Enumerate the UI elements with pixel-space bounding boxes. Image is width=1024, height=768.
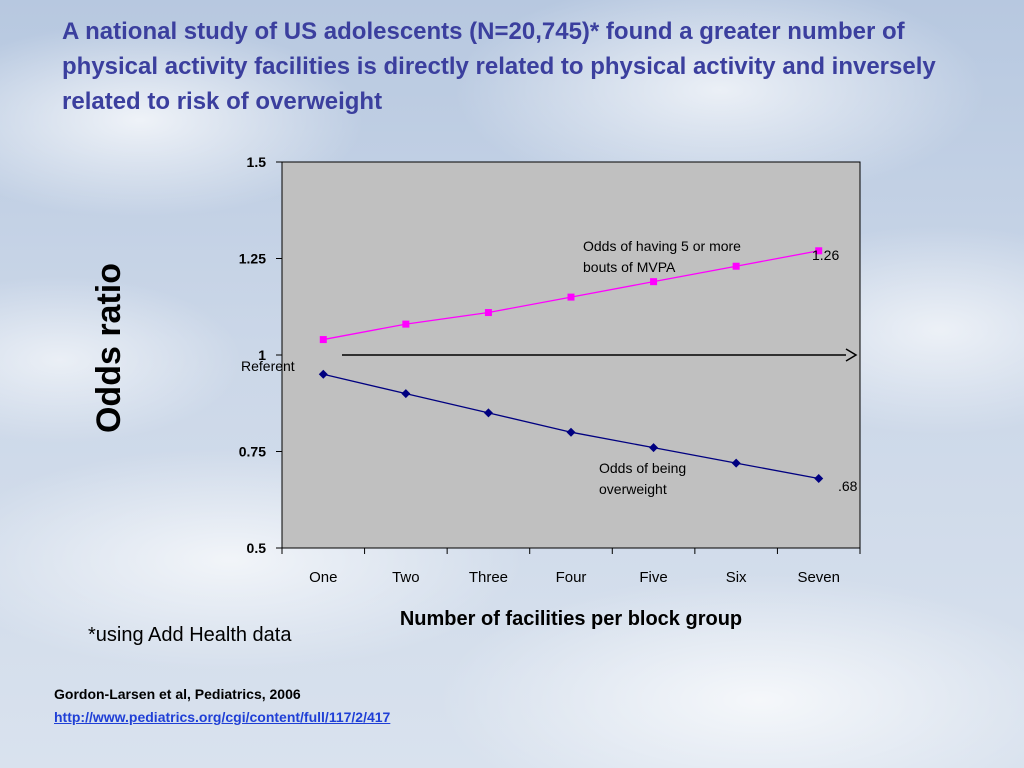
mvpa-series-label: Odds of having 5 or more	[583, 238, 741, 254]
citation: Gordon-Larsen et al, Pediatrics, 2006	[54, 686, 301, 702]
overweight-end-value-label: .68	[838, 478, 858, 494]
mvpa-series-point	[319, 336, 327, 344]
overweight-series-point	[483, 408, 493, 418]
mvpa-series-point	[815, 247, 823, 255]
y-tick-label: 1.25	[239, 251, 266, 267]
source-link[interactable]: http://www.pediatrics.org/cgi/content/fu…	[54, 709, 391, 725]
x-tick-label: Two	[392, 569, 420, 586]
overweight-series-point	[318, 369, 328, 379]
x-tick-label: One	[309, 569, 337, 586]
mvpa-end-value-label: 1.26	[812, 247, 839, 263]
x-tick-label: Six	[726, 569, 747, 586]
overweight-series-point	[566, 427, 576, 437]
x-axis-label: Number of facilities per block group	[400, 608, 742, 630]
mvpa-series-label: bouts of MVPA	[583, 259, 676, 275]
mvpa-series-point	[732, 262, 740, 270]
y-tick-label: 1	[258, 347, 266, 363]
mvpa-series-point	[567, 293, 575, 301]
overweight-series-label: overweight	[599, 481, 667, 497]
footnote: *using Add Health data	[88, 624, 292, 646]
y-tick-label: 0.75	[239, 444, 266, 460]
slide-title: A national study of US adolescents (N=20…	[62, 18, 936, 115]
overweight-series-point	[401, 389, 411, 399]
mvpa-series-point	[402, 320, 410, 328]
x-tick-label: Four	[556, 569, 587, 586]
y-tick-label: 1.5	[247, 154, 267, 170]
x-tick-label: Five	[639, 569, 667, 586]
y-tick-label: 0.5	[247, 540, 267, 556]
x-tick-label: Seven	[797, 569, 840, 586]
y-axis-label: Odds ratio	[90, 263, 128, 433]
x-tick-label: Three	[469, 569, 508, 586]
overweight-series-label: Odds of being	[599, 460, 686, 476]
overweight-series-point	[649, 443, 659, 453]
overweight-series-point	[731, 458, 741, 468]
referent-arrow-head	[845, 348, 858, 362]
mvpa-series-point	[650, 278, 658, 286]
mvpa-series-point	[484, 309, 492, 317]
overweight-series-point	[814, 474, 824, 484]
referent-label: Referent	[241, 358, 295, 374]
